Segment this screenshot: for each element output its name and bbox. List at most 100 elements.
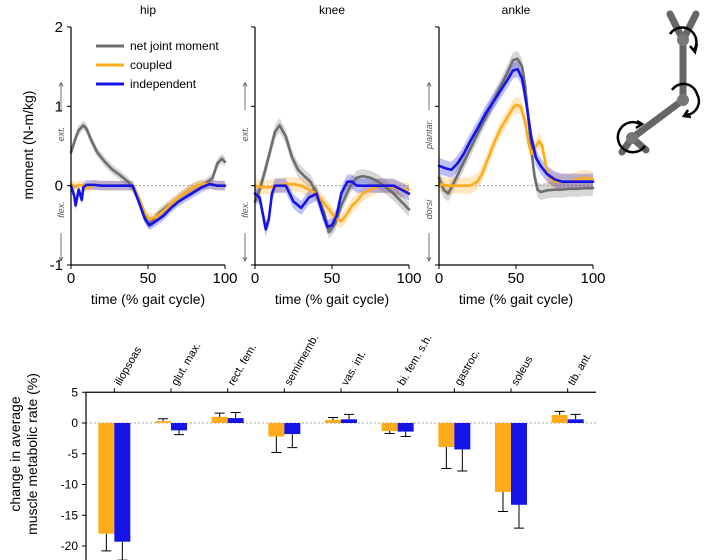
metabolic-bar-chart: 5 0 -5 -10 -15 -20 iliopsoas glut. max. rect. fe…: [61, 333, 596, 560]
legend-label-net: net joint moment: [130, 39, 219, 53]
ankle-xlabel: time (% gait cycle): [459, 291, 573, 307]
error-bar: [101, 533, 112, 552]
series-line-independent: [437, 67, 595, 183]
error-bar: [498, 491, 508, 513]
bar-coupled: [381, 423, 398, 431]
moment-ylabel: moment (N-m/kg): [20, 91, 36, 200]
bar-coupled: [551, 415, 568, 423]
error-bar: [457, 449, 468, 472]
bar-independent: [454, 423, 471, 450]
category-label: tib. ant.: [566, 351, 594, 388]
error-bar: [117, 541, 128, 560]
series-line-independent: [69, 182, 227, 227]
category-label: soleus: [509, 354, 536, 388]
bar-y-tick-label: -10: [61, 478, 79, 492]
direction-label-negative: flex.: [240, 201, 250, 218]
x-tick-label: 50: [324, 270, 341, 287]
bar-ylabel-line1: change in average: [7, 396, 23, 511]
error-bar: [287, 434, 298, 449]
ankle-plot: 0 50 100 plantar. dorsi: [424, 26, 606, 287]
arrow-down-icon: [426, 233, 432, 262]
bar-coupled: [211, 416, 228, 423]
category-label: semimemb.: [283, 333, 322, 388]
series-line-net: [69, 124, 227, 226]
knee-xlabel: time (% gait cycle): [275, 291, 389, 307]
bar-independent: [114, 423, 131, 542]
arrow-down-icon: [242, 233, 248, 262]
bar-independent: [171, 423, 187, 431]
bar-independent: [341, 419, 357, 423]
category-label: rect. fem.: [226, 342, 259, 388]
bar-independent: [397, 423, 414, 432]
error-bar: [328, 416, 338, 420]
panel-title-ankle: ankle: [502, 3, 531, 17]
error-bar: [400, 431, 411, 438]
bar-independent: [284, 423, 301, 435]
series-line-independent: [253, 180, 411, 231]
panel-title-hip: hip: [140, 3, 156, 17]
arrow-down-icon: [58, 233, 64, 262]
direction-label-negative: dorsi: [424, 199, 434, 220]
band-independent: [439, 61, 593, 190]
category-label: glut. max.: [169, 340, 203, 387]
y-tick-label: 2: [55, 19, 63, 36]
bar-coupled: [438, 423, 455, 447]
arrow-up-icon: [426, 81, 432, 111]
hip-xlabel: time (% gait cycle): [91, 291, 205, 307]
error-bar: [344, 413, 354, 420]
bar-independent: [511, 423, 527, 505]
bar-coupled: [495, 423, 511, 492]
bar-y-tick-label: -15: [61, 508, 79, 522]
error-bar: [214, 412, 225, 417]
error-bar: [174, 430, 184, 436]
direction-label-positive: ext.: [56, 127, 66, 142]
x-tick-label: 100: [580, 270, 605, 287]
bar-independent: [567, 419, 584, 423]
y-tick-label: 0: [55, 178, 63, 195]
category-label: vas. int.: [339, 349, 368, 388]
ankle-panel: ankle 0 50 100 plantar. dorsi: [424, 3, 606, 287]
error-bar: [384, 430, 395, 434]
x-tick-label: 0: [67, 270, 75, 287]
bar-coupled: [98, 423, 115, 534]
series-line-net: [437, 57, 595, 195]
category-label: iliopsoas: [113, 344, 145, 388]
panel-title-knee: knee: [319, 3, 345, 17]
direction-label-positive: ext.: [240, 127, 250, 142]
bar-y-tick-label: 0: [71, 416, 78, 430]
error-bar: [554, 410, 565, 416]
leg-diagram-illustration: [616, 10, 701, 156]
error-bar: [570, 413, 581, 420]
direction-label-negative: flex.: [56, 201, 66, 218]
x-tick-label: 0: [435, 270, 443, 287]
knee-panel: knee 0 50 100 ext. flex.: [240, 3, 422, 287]
x-tick-label: 50: [508, 270, 525, 287]
category-label: gastroc.: [453, 348, 483, 388]
error-bar: [271, 436, 282, 454]
error-bar: [158, 418, 168, 422]
bar-y-tick-label: -20: [61, 539, 79, 553]
error-bar: [514, 504, 524, 529]
x-tick-label: 100: [396, 270, 421, 287]
bar-y-tick-label: 5: [71, 385, 78, 399]
bar-independent: [227, 418, 244, 423]
arrow-up-icon: [242, 81, 248, 111]
bar-coupled: [268, 423, 285, 437]
y-tick-label: -1: [50, 257, 63, 274]
bar-coupled: [325, 419, 341, 423]
error-bar: [441, 446, 452, 470]
direction-label-positive: plantar.: [424, 119, 434, 150]
x-tick-label: 100: [212, 270, 237, 287]
x-tick-label: 0: [251, 270, 259, 287]
category-label: bi. fem. s.h.: [396, 333, 435, 388]
band-net: [71, 120, 225, 229]
arrow-up-icon: [58, 81, 64, 111]
x-tick-label: 50: [140, 270, 157, 287]
bar-coupled: [155, 421, 171, 423]
legend-label-coupled: coupled: [130, 58, 172, 72]
knee-plot: 0 50 100 ext. flex.: [240, 26, 422, 287]
bar-ylabel-line2: muscle metabolic rate (%): [24, 373, 40, 535]
bar-y-tick-label: -5: [67, 447, 78, 461]
